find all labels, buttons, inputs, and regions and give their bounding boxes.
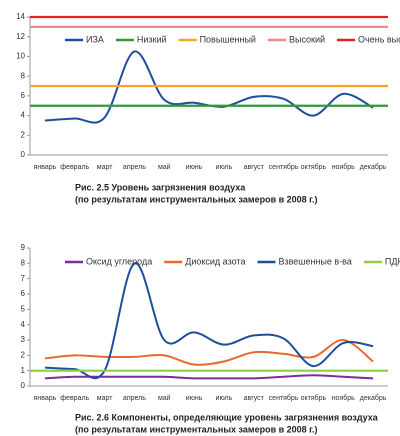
x-tick-label: январь <box>34 395 57 402</box>
series-line <box>44 374 374 380</box>
x-tick-label: апрель <box>123 164 146 171</box>
x-tick-label: декабрь <box>360 394 387 402</box>
x-tick-label: июль <box>216 395 233 402</box>
x-tick-label: август <box>244 164 265 171</box>
legend-label: ИЗА <box>86 34 104 44</box>
y-tick-label: 4 <box>21 111 26 120</box>
chart-title: Рис. 2.6 Компоненты, определяющие уровен… <box>75 412 379 422</box>
y-tick-label: 8 <box>21 258 26 267</box>
x-tick-label: сентябрь <box>269 163 299 171</box>
y-tick-label: 0 <box>21 381 26 390</box>
y-tick-label: 12 <box>16 32 25 41</box>
y-tick-label: 7 <box>21 274 26 283</box>
x-tick-label: сентябрь <box>269 394 299 402</box>
x-tick-label: декабрь <box>360 163 387 171</box>
x-tick-label: февраль <box>60 164 89 171</box>
series-line <box>44 262 374 380</box>
x-tick-label: февраль <box>60 395 89 402</box>
chart-subtitle: (по результатам инструментальных замеров… <box>75 194 318 204</box>
x-tick-label: январь <box>34 164 57 171</box>
x-tick-label: август <box>244 395 265 402</box>
x-tick-label: июль <box>216 164 233 171</box>
y-tick-label: 8 <box>21 71 26 80</box>
legend-label: ПДК <box>385 256 400 266</box>
x-tick-label: июнь <box>186 164 203 171</box>
y-tick-label: 4 <box>21 320 26 329</box>
x-tick-label: октябрь <box>301 163 327 171</box>
y-tick-label: 5 <box>21 304 26 313</box>
x-tick-label: март <box>97 395 113 402</box>
x-tick-label: март <box>97 164 113 171</box>
legend-label: Очень высокий <box>358 34 400 44</box>
y-tick-label: 2 <box>21 350 26 359</box>
y-tick-label: 14 <box>16 12 25 21</box>
legend-label: Высокий <box>289 34 325 44</box>
x-tick-label: ноябрь <box>332 394 355 402</box>
x-tick-label: апрель <box>123 395 146 402</box>
y-tick-label: 9 <box>21 243 26 252</box>
x-tick-label: май <box>158 394 171 402</box>
y-tick-label: 6 <box>21 289 26 298</box>
x-tick-label: октябрь <box>301 394 327 402</box>
chart-title: Рис. 2.5 Уровень загрязнения воздуха <box>75 182 246 192</box>
y-tick-label: 6 <box>21 91 26 100</box>
legend-label: Взвешенные в-ва <box>278 256 351 266</box>
x-tick-label: июнь <box>186 395 203 402</box>
legend-label: Низкий <box>137 34 167 44</box>
y-tick-label: 0 <box>21 150 26 159</box>
y-tick-label: 1 <box>21 366 26 375</box>
series-line <box>44 339 374 366</box>
legend-label: Повышенный <box>200 34 256 44</box>
chart-subtitle: (по результатам инструментальных замеров… <box>75 424 318 434</box>
y-tick-label: 10 <box>16 52 25 61</box>
legend-label: Диоксид азота <box>185 256 245 266</box>
x-tick-label: ноябрь <box>332 163 355 171</box>
x-tick-label: май <box>158 163 171 171</box>
legend-label: Оксид углерода <box>86 256 152 266</box>
y-tick-label: 2 <box>21 130 26 139</box>
y-tick-label: 3 <box>21 335 26 344</box>
